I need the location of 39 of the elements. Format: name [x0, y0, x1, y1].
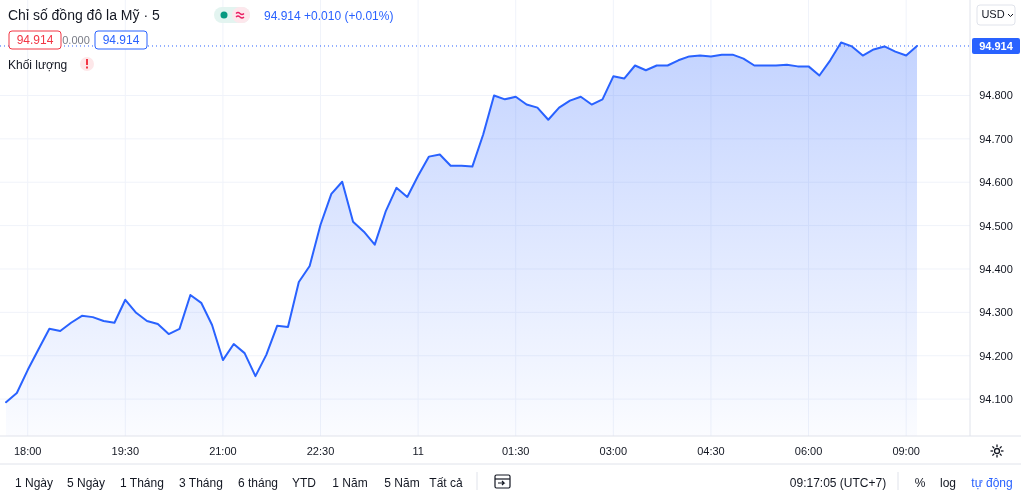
text: 1 Ngày — [14, 476, 54, 490]
annotation: 94.914 — [16, 33, 54, 47]
y-tick-label: 94.800 — [979, 89, 1013, 102]
text: % — [914, 476, 926, 490]
text: 1 Năm — [332, 476, 368, 490]
y-tick-label: 94.700 — [979, 132, 1013, 145]
ref-line-label: 94.914 — [979, 39, 1014, 52]
annotation: 94.914 — [102, 33, 140, 47]
x-tick-label: 11 — [412, 445, 424, 457]
x-tick-label: 04:30 — [697, 445, 725, 457]
y-tick-label: 94.300 — [979, 306, 1013, 319]
text: 94.914 +0.010 (+0.01%) — [264, 9, 394, 23]
text: 5 Ngày — [66, 476, 106, 490]
text: 6 tháng — [237, 476, 279, 490]
text: Chỉ số đồng đô la Mỹ · 5 — [8, 7, 160, 23]
text: 1 Tháng — [120, 476, 164, 490]
text: log — [939, 476, 957, 490]
y-tick-label: 94.200 — [979, 349, 1013, 362]
annotation: 0.000 — [62, 34, 90, 46]
x-tick-label: 01:30 — [501, 445, 530, 457]
annotation: Khối lượng — [8, 58, 68, 72]
y-tick-label: 94.600 — [979, 176, 1013, 189]
x-tick-label: 18:00 — [13, 445, 42, 457]
text: 5 Năm — [384, 476, 420, 490]
x-tick-label: 03:00 — [599, 445, 628, 457]
y-tick-label: 94.500 — [979, 219, 1013, 232]
y-tick-label: 94.100 — [979, 393, 1013, 406]
text: 3 Tháng — [179, 476, 223, 490]
text: tự động — [971, 476, 1013, 490]
x-tick-label: 22:30 — [306, 445, 335, 457]
text: 09:17:05 (UTC+7) — [789, 476, 887, 490]
text: USD — [981, 8, 1005, 20]
x-tick-label: 09:00 — [892, 445, 920, 457]
x-tick-label: 21:00 — [209, 445, 237, 457]
y-tick-label: 94.400 — [979, 262, 1013, 275]
text: YTD — [292, 476, 317, 490]
x-tick-label: 19:30 — [111, 445, 140, 457]
x-tick-label: 06:00 — [794, 445, 823, 457]
text: Tất cả — [429, 476, 463, 490]
